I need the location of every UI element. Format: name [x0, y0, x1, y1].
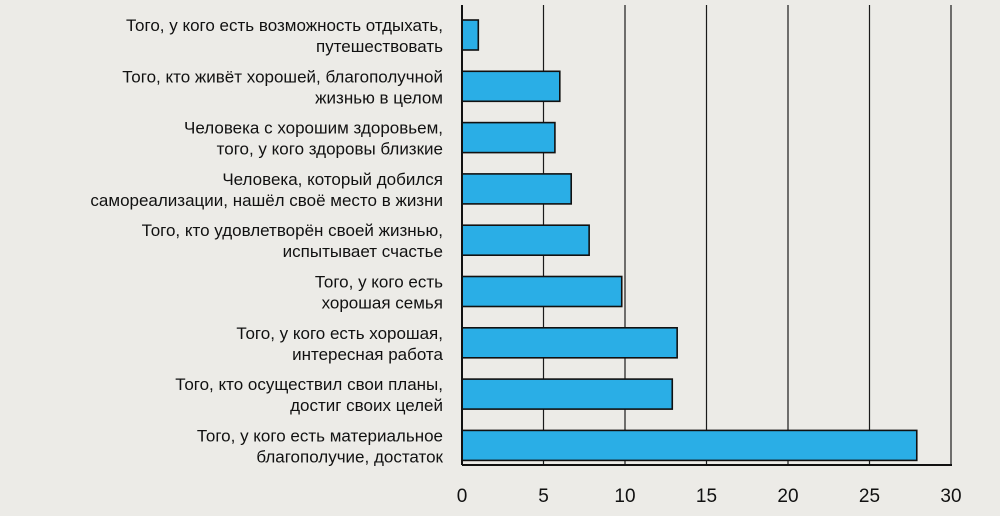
category-label-line: Человека, который добился [222, 170, 443, 189]
bar [461, 429, 918, 462]
bar [461, 326, 678, 359]
x-tick-label: 10 [614, 486, 635, 507]
category-label-line: благополучие, достаток [256, 447, 443, 466]
category-labels: Того, у кого есть возможность отдыхать, п… [90, 16, 443, 466]
bar [461, 70, 561, 103]
category-label-line: жизнью в целом [315, 88, 443, 107]
category-label-line: Того, кто удовлетворён своей жизнью, [142, 221, 443, 240]
bar [461, 121, 556, 154]
bar [461, 19, 480, 51]
category-label: Человека с хорошим здоровьем, того, у ког… [184, 119, 443, 159]
category-label-line: испытывает счастье [283, 242, 443, 261]
category-label-line: Человека с хорошим здоровьем, [184, 119, 443, 138]
category-label-line: достиг своих целей [290, 396, 443, 415]
category-label: Того, у кого есть возможность отдыхать, п… [126, 16, 443, 56]
category-label-line: Того, кто живёт хорошей, благополучной [122, 67, 443, 86]
bar [461, 173, 573, 205]
category-label: Того, кто удовлетворён своей жизнью, испы… [142, 221, 443, 261]
bar [461, 224, 590, 256]
bars [461, 19, 918, 462]
x-tick-label: 0 [457, 486, 468, 507]
x-tick-label: 5 [538, 486, 549, 507]
axes [461, 5, 952, 466]
category-label: Того, у кого есть хорошая, интересная раб… [236, 324, 443, 364]
category-label-line: Того, у кого есть возможность отдыхать, [126, 16, 443, 35]
bar [461, 378, 674, 410]
category-label-line: хорошая семья [322, 294, 443, 313]
category-label: Того, кто осуществил свои планы, достиг с… [175, 375, 443, 415]
category-label-line: того, у кого здоровы близкие [217, 140, 443, 159]
category-label: Того, у кого есть материальное благополуч… [197, 426, 444, 466]
category-label-line: интересная работа [292, 345, 443, 364]
tick-labels: 0 5 10 15 20 25 30 [457, 486, 962, 507]
category-label: Того, у кого есть хорошая семья [315, 273, 443, 313]
x-tick-label: 15 [696, 486, 717, 507]
category-label: Того, кто живёт хорошей, благополучной жи… [122, 67, 443, 107]
category-label-line: путешествовать [316, 37, 443, 56]
x-tick-label: 20 [777, 486, 798, 507]
category-label-line: Того, у кого есть хорошая, [236, 324, 443, 343]
category-label-line: Того, кто осуществил свои планы, [175, 375, 443, 394]
category-label-line: Того, у кого есть материальное [197, 426, 443, 445]
x-tick-label: 25 [859, 486, 880, 507]
bar [461, 275, 623, 308]
category-label-line: самореализации, нашёл своё место в жизни [90, 191, 443, 210]
category-label-line: Того, у кого есть [315, 273, 443, 292]
category-label: Человека, который добился самореализации,… [90, 170, 443, 210]
x-tick-label: 30 [940, 486, 961, 507]
